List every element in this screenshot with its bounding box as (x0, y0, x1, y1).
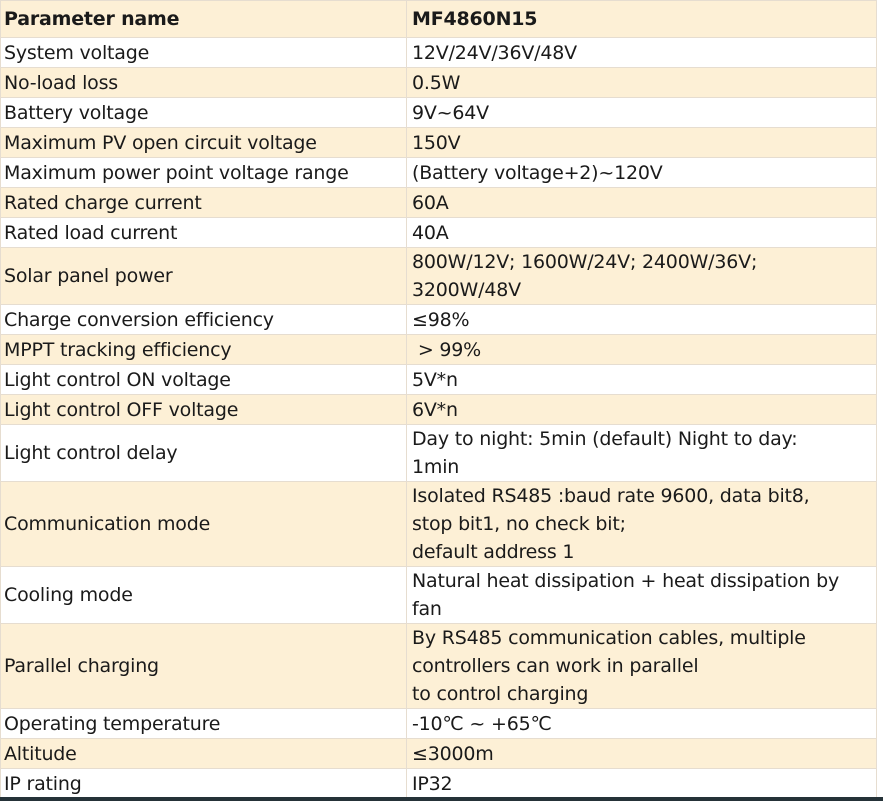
parameter-name: Light control ON voltage (0, 364, 407, 395)
parameter-value: 5V*n (406, 364, 877, 395)
value-line: controllers can work in parallel (412, 655, 699, 677)
value-line: > 99% (412, 338, 482, 361)
value-line: IP32 (412, 772, 453, 795)
parameter-name: MPPT tracking efficiency (0, 334, 407, 365)
parameter-name: IP rating (0, 768, 407, 799)
table-row: System voltage 12V/24V/36V/48V (0, 37, 877, 68)
table-row: Cooling mode Natural heat dissipation + h… (0, 566, 877, 624)
parameter-name: Communication mode (0, 481, 407, 567)
value-line: 9V~64V (412, 101, 489, 124)
table-row: Charge conversion efficiency ≤98% (0, 304, 877, 335)
table-row: IP rating IP32 (0, 768, 877, 799)
value-line: 800W/12V; 1600W/24V; 2400W/36V; (412, 251, 758, 273)
value-line: 6V*n (412, 398, 458, 421)
parameter-name: Parallel charging (0, 623, 407, 709)
parameter-name: Solar panel power (0, 247, 407, 305)
table-row: Light control delay Day to night: 5min (d… (0, 424, 877, 482)
parameter-value: 6V*n (406, 394, 877, 425)
parameter-value: 150V (406, 127, 877, 158)
value-line: ≤98% (412, 308, 470, 331)
table-row: Light control ON voltage 5V*n (0, 364, 877, 395)
value-line: -10℃ ~ +65℃ (412, 712, 552, 735)
right-edge (877, 0, 883, 797)
parameter-name: System voltage (0, 37, 407, 68)
value-line: 60A (412, 191, 449, 214)
value-line: (Battery voltage+2)~120V (412, 161, 663, 184)
parameter-value: Day to night: 5min (default) Night to da… (406, 424, 877, 482)
parameter-name: Rated charge current (0, 187, 407, 218)
parameter-value: (Battery voltage+2)~120V (406, 157, 877, 188)
table-row: Solar panel power 800W/12V; 1600W/24V; 24… (0, 247, 877, 305)
value-line: Natural heat dissipation + heat dissipat… (412, 570, 840, 592)
table-row: MPPT tracking efficiency > 99% (0, 334, 877, 365)
parameter-value: 0.5W (406, 67, 877, 98)
header-parameter-name: Parameter name (0, 0, 407, 38)
parameter-name: Light control OFF voltage (0, 394, 407, 425)
header-model: MF4860N15 (406, 0, 877, 38)
value-line: 3200W/48V (412, 279, 521, 301)
parameter-value: 40A (406, 217, 877, 248)
value-line: 12V/24V/36V/48V (412, 41, 577, 64)
parameter-value: Natural heat dissipation + heat dissipat… (406, 566, 877, 624)
value-line: fan (412, 598, 442, 620)
parameter-name: Charge conversion efficiency (0, 304, 407, 335)
table-row: Rated load current 40A (0, 217, 877, 248)
parameter-value: 60A (406, 187, 877, 218)
table-row: Maximum PV open circuit voltage 150V (0, 127, 877, 158)
table-row: Operating temperature -10℃ ~ +65℃ (0, 708, 877, 739)
parameter-name: Rated load current (0, 217, 407, 248)
parameter-name: Altitude (0, 738, 407, 769)
parameter-name: Maximum power point voltage range (0, 157, 407, 188)
value-line: 150V (412, 131, 461, 154)
table-row: Communication mode Isolated RS485 :baud r… (0, 481, 877, 567)
parameter-value: By RS485 communication cables, multiple c… (406, 623, 877, 709)
parameter-value: IP32 (406, 768, 877, 799)
value-line: ≤3000m (412, 742, 494, 765)
value-line: stop bit1, no check bit; (412, 513, 626, 535)
value-line: 5V*n (412, 368, 458, 391)
table-row: Maximum power point voltage range (Batter… (0, 157, 877, 188)
parameter-value: ≤3000m (406, 738, 877, 769)
value-line: default address 1 (412, 541, 575, 563)
parameter-value: > 99% (406, 334, 877, 365)
table-row: No-load loss 0.5W (0, 67, 877, 98)
bottom-bar (0, 797, 883, 801)
value-line: 0.5W (412, 71, 461, 94)
parameter-value: 9V~64V (406, 97, 877, 128)
value-line: 1min (412, 456, 460, 478)
value-line: Day to night: 5min (default) Night to da… (412, 428, 798, 450)
parameter-name: No-load loss (0, 67, 407, 98)
parameter-value: 12V/24V/36V/48V (406, 37, 877, 68)
parameter-name: Cooling mode (0, 566, 407, 624)
value-line: Isolated RS485 :baud rate 9600, data bit… (412, 485, 810, 507)
parameter-value: Isolated RS485 :baud rate 9600, data bit… (406, 481, 877, 567)
table-row: Rated charge current 60A (0, 187, 877, 218)
parameter-name: Light control delay (0, 424, 407, 482)
parameter-value: 800W/12V; 1600W/24V; 2400W/36V; 3200W/48V (406, 247, 877, 305)
table-row: Light control OFF voltage 6V*n (0, 394, 877, 425)
value-line: to control charging (412, 683, 589, 705)
value-line: 40A (412, 221, 449, 244)
header-row: Parameter name MF4860N15 (0, 0, 877, 38)
parameter-value: ≤98% (406, 304, 877, 335)
value-line: By RS485 communication cables, multiple (412, 627, 806, 649)
table-row: Battery voltage 9V~64V (0, 97, 877, 128)
parameter-value: -10℃ ~ +65℃ (406, 708, 877, 739)
table-row: Altitude ≤3000m (0, 738, 877, 769)
table-row: Parallel charging By RS485 communication … (0, 623, 877, 709)
parameter-name: Maximum PV open circuit voltage (0, 127, 407, 158)
parameter-name: Battery voltage (0, 97, 407, 128)
parameter-name: Operating temperature (0, 708, 407, 739)
